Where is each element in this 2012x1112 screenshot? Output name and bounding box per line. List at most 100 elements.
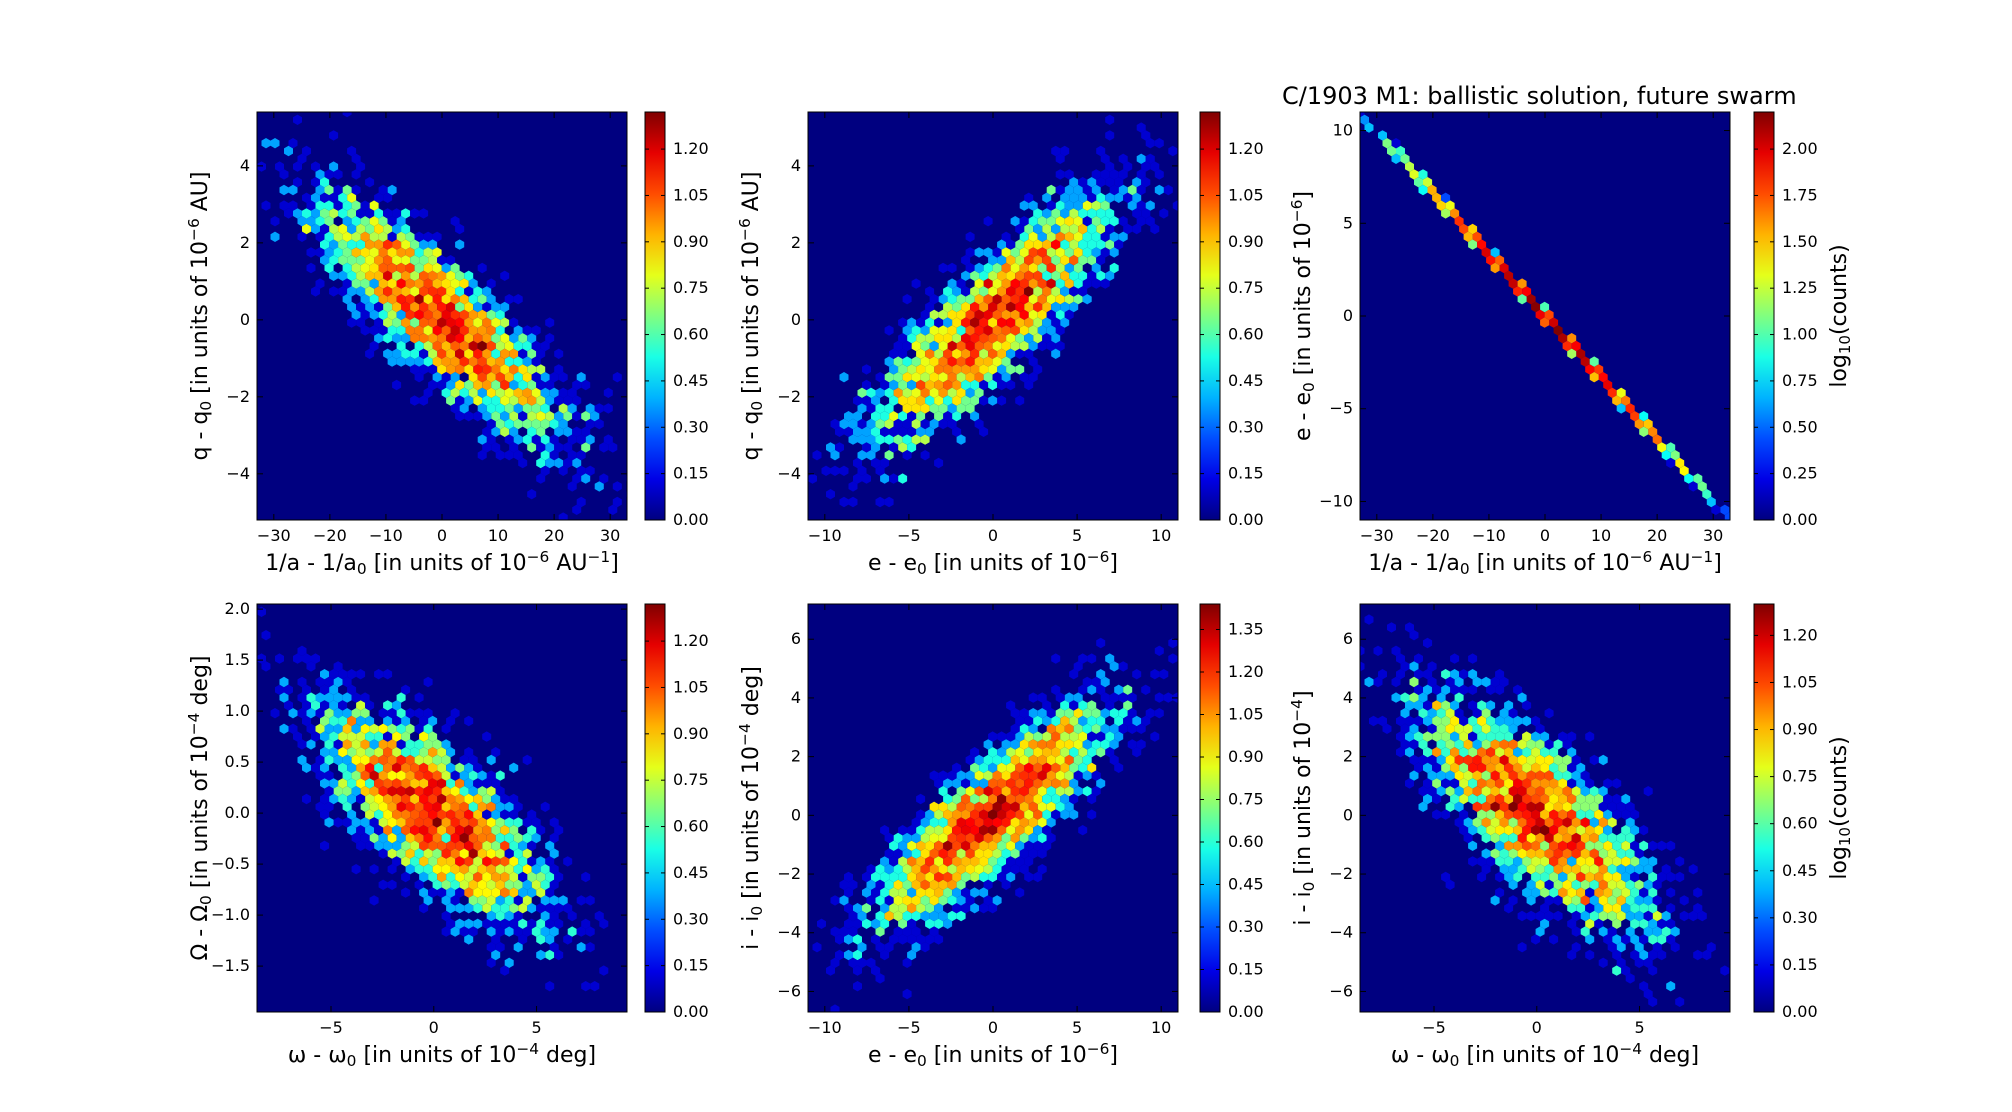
hexbin-cell	[956, 786, 966, 797]
hexbin-cell	[437, 793, 447, 805]
hexbin-cell	[338, 778, 348, 789]
hexbin-cell	[898, 473, 908, 484]
hexbin-cell	[1540, 856, 1550, 867]
hexbin-cell	[1006, 286, 1016, 297]
hexbin-cell	[979, 762, 989, 773]
hexbin-cell	[1042, 317, 1052, 328]
hexbin-cell	[920, 434, 930, 445]
hexbin-cell	[522, 403, 532, 414]
hexbin-cell	[464, 348, 474, 359]
hexbin-cell	[572, 411, 582, 422]
hexbin-cell	[1540, 871, 1550, 883]
hexbin-cell	[378, 325, 388, 336]
y-tick-label: 6	[791, 629, 801, 648]
hexbin-cell	[383, 223, 393, 235]
hexbin-cell	[1571, 786, 1581, 797]
hexbin-cell	[536, 871, 546, 883]
y-tick-label: −1.5	[211, 956, 250, 975]
hexbin-cell	[1100, 216, 1110, 227]
hexbin-cell	[540, 372, 550, 383]
hexbin-cell	[1504, 731, 1514, 742]
hexbin-cell	[1490, 723, 1500, 734]
hexbin-cell	[907, 426, 917, 437]
hexbin-cell	[826, 442, 835, 453]
hexbin-cell	[911, 325, 921, 336]
hexbin-cell	[531, 434, 541, 445]
hexbin-cell	[1643, 926, 1653, 937]
hexbin-cell	[536, 918, 546, 929]
hexbin-cell	[491, 840, 501, 851]
hexbin-cell	[540, 434, 550, 445]
hexbin-cell	[1499, 770, 1509, 781]
colorbar-tick-label: 0.45	[673, 863, 709, 882]
hexbin-cell	[387, 325, 397, 336]
hexbin-cell	[356, 762, 366, 773]
hexbin-cell	[1598, 864, 1608, 875]
hexbin-cell	[594, 418, 604, 430]
x-axis-label: e - e0 [in units of 10−6]	[868, 1040, 1118, 1070]
hexbin-cell	[347, 669, 357, 680]
hexbin-cell	[297, 676, 307, 688]
hexbin-cell	[1571, 817, 1581, 828]
hexbin-cell	[1535, 754, 1545, 766]
hexbin-cell	[1436, 786, 1446, 797]
hexbin-cell	[1010, 770, 1020, 781]
hexbin-cell	[450, 895, 460, 906]
hexbin-cell	[504, 356, 514, 367]
hexbin-cell	[383, 715, 393, 727]
hexbin-cell	[459, 786, 469, 797]
hexbin-cell	[351, 817, 361, 828]
hexbin-cell	[866, 387, 876, 398]
hexbin-cell	[477, 403, 487, 414]
hexbin-cell	[1621, 825, 1631, 836]
hexbin-cell	[1508, 770, 1518, 781]
hexbin-cell	[1436, 200, 1446, 211]
hexbin-cell	[1657, 442, 1667, 453]
hexbin-cell	[1612, 840, 1622, 851]
hexbin-cell	[961, 809, 971, 820]
hexbin-cell	[432, 278, 442, 289]
hexbin-cell	[979, 793, 989, 805]
hexbin-cell	[997, 871, 1007, 883]
hexbin-cell	[504, 372, 514, 383]
hexbin-cell	[1598, 848, 1608, 859]
hexbin-cell	[437, 762, 447, 773]
hexbin-cell	[1060, 145, 1070, 157]
hexbin-cell	[540, 418, 550, 430]
hexbin-cell	[1118, 169, 1128, 180]
hexbin-cell	[311, 223, 320, 235]
hexbin-cell	[943, 395, 953, 406]
hexbin-cell	[297, 153, 307, 164]
hexbin-cell	[1535, 801, 1545, 812]
colorbar-tick-label: 1.20	[673, 139, 709, 158]
hexbin-cell	[1145, 708, 1155, 719]
hexbin-cell	[970, 364, 980, 375]
hexbin-cell	[956, 832, 966, 844]
hexbin-cell	[1553, 739, 1563, 750]
hexbin-cell	[808, 473, 817, 484]
hexbin-cell	[500, 903, 510, 914]
hexbin-cell	[1490, 786, 1500, 797]
hexbin-cell	[961, 379, 971, 391]
colorbar-tick-label: 1.50	[1782, 232, 1818, 251]
hexbin-cell	[988, 317, 998, 328]
hexbin-cell	[279, 200, 289, 211]
hexbin-cell	[608, 442, 618, 453]
hexbin-cell	[365, 286, 375, 297]
hexbin-cell	[961, 255, 971, 266]
hexbin-cell	[1046, 786, 1056, 797]
hexbin-cell	[356, 239, 366, 250]
hexbin-cell	[956, 848, 966, 859]
hexbin-cell	[347, 715, 357, 727]
hexbin-cell	[911, 817, 921, 828]
hexbin-cell	[329, 161, 339, 172]
hexbin-cell	[1522, 825, 1532, 836]
hexbin-cell	[410, 840, 420, 851]
hexbin-cell	[486, 770, 496, 781]
hexbin-cell	[1468, 778, 1478, 789]
hexbin-cell	[518, 918, 528, 929]
hexbin-cell	[1078, 747, 1088, 758]
hexbin-cell	[468, 786, 478, 797]
hexbin-cell	[898, 903, 908, 914]
hexbin-cell	[1405, 161, 1414, 172]
